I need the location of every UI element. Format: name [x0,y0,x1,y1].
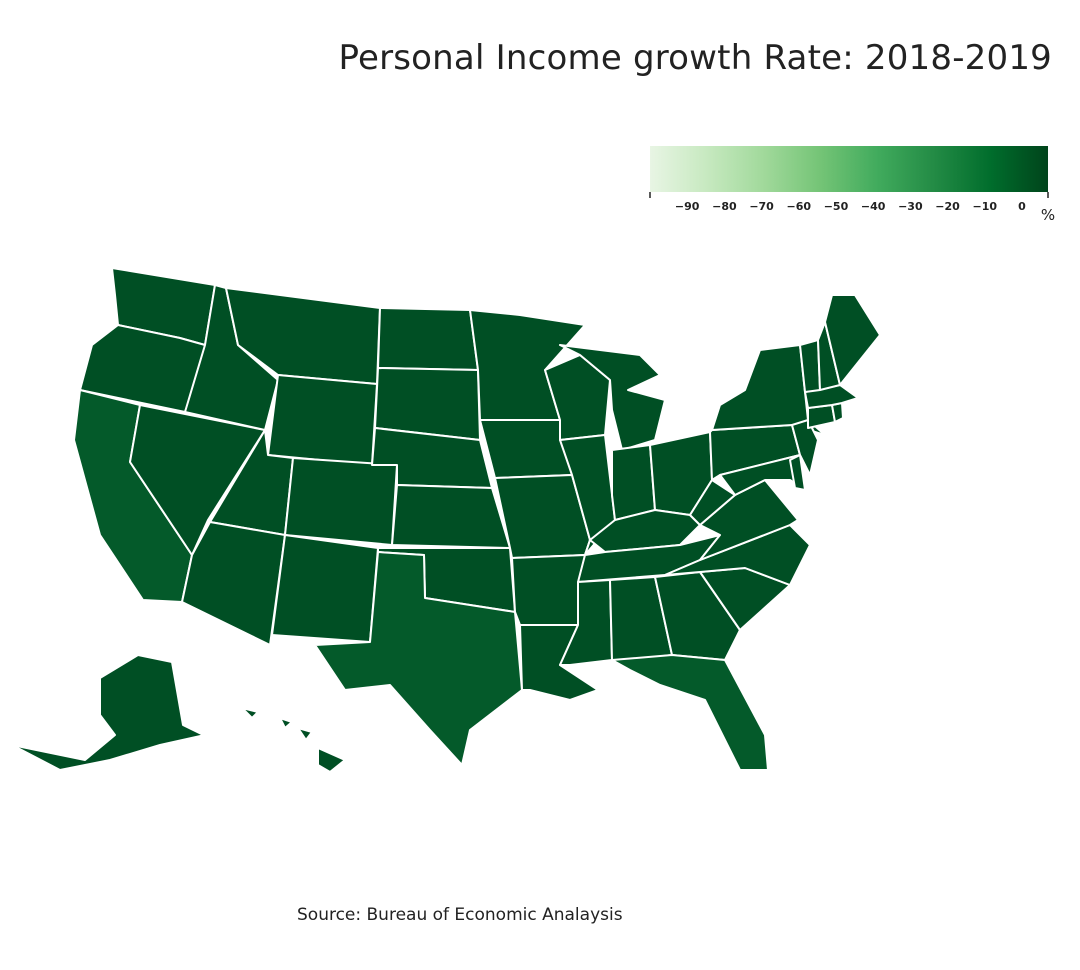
legend-tick-label: −60 [787,200,812,213]
state-nd[interactable] [377,307,479,371]
state-me[interactable] [824,294,881,386]
legend-tick-label: −20 [935,200,960,213]
state-nm[interactable] [271,534,379,643]
state-hi[interactable] [241,707,346,773]
color-legend: −90 −80 −70 −60 −50 −40 −30 −20 −10 0 % [649,146,1055,224]
state-wy[interactable] [267,374,378,466]
legend-tick-label: −50 [824,200,849,213]
legend-ticks: −90 −80 −70 −60 −50 −40 −30 −20 −10 0 [649,192,1049,213]
state-de[interactable] [789,454,806,491]
legend-tick-label: −80 [712,200,737,213]
source-note: Source: Bureau of Economic Analaysis [297,905,623,925]
legend-tick-label: −90 [675,200,700,213]
state-nj[interactable] [791,419,819,476]
legend-color-ramp [650,146,1048,192]
state-mi[interactable] [559,344,666,451]
state-ri[interactable] [831,402,844,423]
legend-tick-label: −40 [861,200,886,213]
state-co[interactable] [284,457,398,546]
state-ak[interactable] [11,654,231,771]
state-az[interactable] [181,521,286,646]
state-fl[interactable] [611,654,769,771]
legend-tick-label: −30 [898,200,923,213]
state-ks[interactable] [391,484,511,549]
map-title: Personal Income growth Rate: 2018-2019 [338,38,1052,78]
state-in[interactable] [611,444,656,521]
legend-tick-label: 0 [1018,200,1026,213]
us-states-map [11,267,881,773]
legend-tick-label: −70 [749,200,774,213]
state-ia[interactable] [479,419,573,479]
states-layer [11,267,881,773]
state-tx[interactable] [314,551,523,766]
state-ar[interactable] [511,554,586,626]
legend-unit-label: % [1041,206,1055,224]
legend-tick-label: −10 [973,200,998,213]
